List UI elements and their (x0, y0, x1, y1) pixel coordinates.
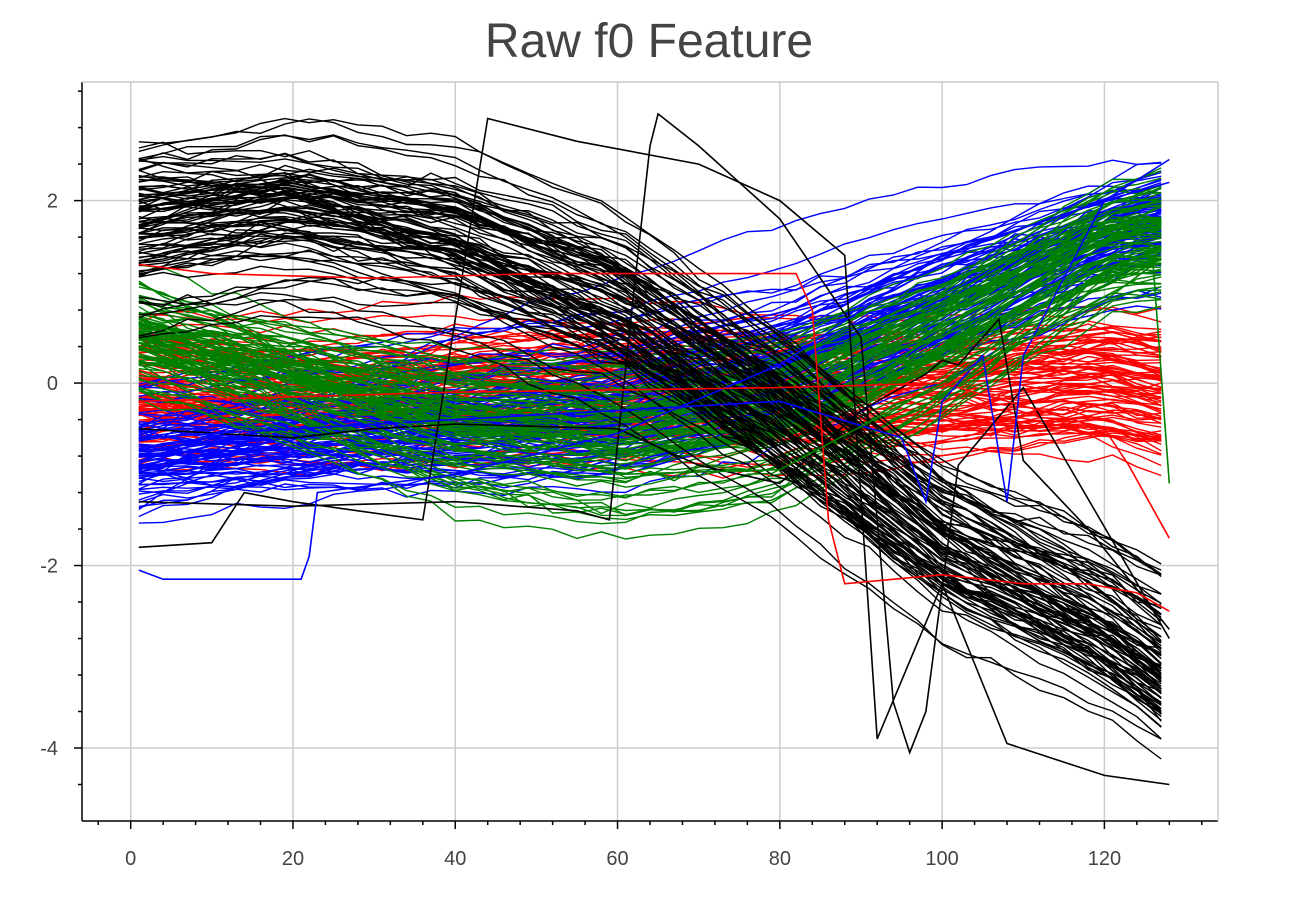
chart-title: Raw f0 Feature (484, 15, 814, 68)
series-line (138, 237, 1162, 626)
series-line (138, 196, 1162, 571)
series-line (138, 178, 1162, 576)
series-line (138, 141, 1162, 610)
series-line (138, 223, 1162, 467)
series-line (138, 227, 1162, 690)
series-line (138, 292, 1162, 435)
series-line (138, 134, 1162, 653)
series-line (138, 290, 1162, 521)
series-line (138, 285, 1162, 498)
series-line (138, 164, 1162, 715)
series-line (138, 169, 1162, 718)
series-line (138, 219, 1162, 457)
series-line (138, 189, 1162, 595)
series-line (138, 134, 1162, 674)
series-line (138, 296, 1162, 595)
series-group (138, 167, 1162, 540)
series-line (138, 274, 1162, 540)
series-line (138, 268, 1162, 512)
series-line (138, 225, 1162, 434)
series-line (138, 262, 1162, 498)
series-line (138, 211, 1162, 655)
series-line (138, 117, 1170, 786)
series-line (138, 187, 1162, 722)
series-line (138, 222, 1162, 459)
series-line (138, 244, 1162, 416)
series-line (138, 177, 1162, 670)
series-line (138, 220, 1162, 622)
x-tick-label: 40 (444, 848, 466, 870)
x-tick-label: 60 (606, 848, 628, 870)
series-line (138, 204, 1162, 638)
series-line (138, 263, 1162, 457)
series-line (138, 181, 1170, 505)
series-line (138, 259, 1162, 516)
series-line (138, 262, 1171, 484)
x-tick-label: 0 (125, 848, 136, 870)
series-line (138, 255, 1162, 402)
x-tick-label: 100 (925, 848, 958, 870)
series-line (138, 160, 1162, 728)
series-line (138, 263, 1170, 612)
series-line (138, 221, 1162, 712)
series-line (138, 202, 1162, 694)
series-line (138, 221, 1162, 649)
series-layer (138, 112, 1171, 786)
series-line (138, 112, 1170, 755)
series-line (138, 218, 1162, 416)
series-line (138, 192, 1162, 605)
series-line (138, 196, 1162, 650)
series-line (138, 221, 1162, 400)
series-line (138, 155, 1162, 690)
series-line (138, 235, 1162, 721)
x-tick-label: 120 (1088, 848, 1121, 870)
series-line (138, 212, 1162, 355)
series-line (138, 314, 1162, 679)
series-line (138, 117, 1162, 650)
x-tick-label: 20 (282, 848, 304, 870)
x-tick-label: 80 (769, 848, 791, 870)
series-line (138, 239, 1162, 665)
series-line (138, 277, 1162, 672)
y-tick-label: -2 (40, 556, 58, 578)
series-line (138, 158, 1170, 581)
series-line (138, 250, 1162, 525)
series-line (138, 159, 1162, 511)
series-line (138, 408, 1162, 436)
series-line (138, 234, 1162, 493)
series-line (138, 192, 1162, 703)
series-line (138, 237, 1162, 475)
series-line (138, 218, 1162, 606)
outlier-layer (138, 112, 1171, 786)
y-tick-label: 2 (47, 191, 58, 213)
y-tick-label: 0 (47, 373, 58, 395)
series-line (138, 317, 1170, 630)
y-tick-label: -4 (40, 738, 58, 760)
series-line (138, 241, 1162, 399)
